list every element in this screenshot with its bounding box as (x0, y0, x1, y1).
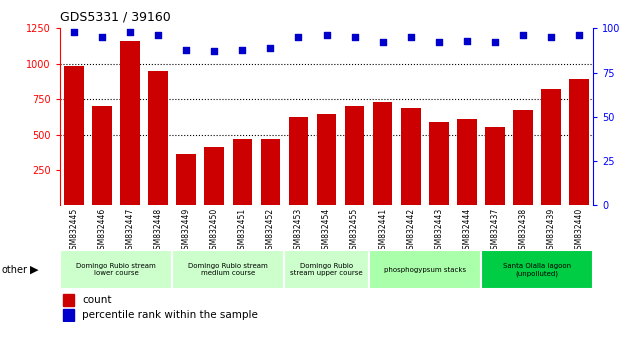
Bar (261, 139, 280, 205)
Text: percentile rank within the sample: percentile rank within the sample (82, 310, 258, 320)
Text: GSM832443: GSM832443 (434, 207, 444, 254)
Text: Domingo Rubio stream
lower course: Domingo Rubio stream lower course (76, 263, 156, 276)
Bar (429, 122, 449, 205)
Bar (317, 114, 336, 205)
Text: GSM832449: GSM832449 (182, 207, 191, 254)
Text: GSM832440: GSM832440 (575, 207, 584, 254)
Text: Santa Olalla lagoon
(unpolluted): Santa Olalla lagoon (unpolluted) (503, 263, 571, 277)
Point (490, 40, 500, 45)
Bar (485, 127, 505, 205)
Point (350, 34, 360, 40)
Text: phosphogypsum stacks: phosphogypsum stacks (384, 267, 466, 273)
Text: GSM832444: GSM832444 (463, 207, 471, 254)
Text: count: count (82, 295, 112, 305)
Bar (204, 147, 224, 205)
Bar (401, 108, 420, 205)
Bar (63, 309, 74, 321)
FancyBboxPatch shape (369, 250, 481, 290)
Text: GSM832450: GSM832450 (209, 207, 219, 254)
Bar (148, 71, 168, 205)
Point (237, 47, 247, 52)
Text: GSM832438: GSM832438 (519, 207, 528, 254)
Text: GSM832452: GSM832452 (266, 207, 275, 254)
Bar (373, 102, 392, 205)
Bar (513, 110, 533, 205)
Point (125, 29, 135, 35)
Point (321, 33, 332, 38)
Text: GSM832451: GSM832451 (238, 207, 247, 254)
Point (153, 33, 163, 38)
Point (406, 34, 416, 40)
Text: GSM832439: GSM832439 (546, 207, 555, 254)
Text: Domingo Rubio
stream upper course: Domingo Rubio stream upper course (290, 263, 363, 276)
Point (462, 38, 472, 44)
Bar (177, 154, 196, 205)
Text: GSM832454: GSM832454 (322, 207, 331, 254)
Point (209, 48, 220, 54)
Point (518, 33, 528, 38)
Bar (63, 294, 74, 306)
Point (546, 34, 556, 40)
Text: GSM832441: GSM832441 (378, 207, 387, 254)
Text: ▶: ▶ (30, 265, 38, 275)
Text: Domingo Rubio stream
medium course: Domingo Rubio stream medium course (189, 263, 268, 276)
Bar (345, 106, 365, 205)
FancyBboxPatch shape (481, 250, 593, 290)
Point (97, 34, 107, 40)
Text: GSM832447: GSM832447 (126, 207, 134, 254)
Text: GSM832437: GSM832437 (490, 207, 499, 254)
Point (377, 40, 387, 45)
Bar (569, 79, 589, 205)
Bar (64, 66, 84, 205)
Text: GSM832445: GSM832445 (69, 207, 78, 254)
Point (574, 33, 584, 38)
Bar (288, 117, 309, 205)
FancyBboxPatch shape (285, 250, 369, 290)
Text: GDS5331 / 39160: GDS5331 / 39160 (60, 11, 171, 24)
Text: GSM832455: GSM832455 (350, 207, 359, 254)
Text: GSM832453: GSM832453 (294, 207, 303, 254)
Point (433, 40, 444, 45)
Point (181, 47, 191, 52)
Text: GSM832446: GSM832446 (98, 207, 107, 254)
Bar (457, 119, 476, 205)
Text: GSM832448: GSM832448 (154, 207, 163, 254)
Point (69, 29, 79, 35)
Bar (121, 41, 140, 205)
Bar (92, 106, 112, 205)
FancyBboxPatch shape (60, 250, 172, 290)
Text: GSM832442: GSM832442 (406, 207, 415, 254)
Bar (541, 88, 561, 205)
Point (266, 45, 276, 51)
Text: other: other (1, 265, 27, 275)
Bar (233, 139, 252, 205)
FancyBboxPatch shape (172, 250, 285, 290)
Point (293, 34, 304, 40)
